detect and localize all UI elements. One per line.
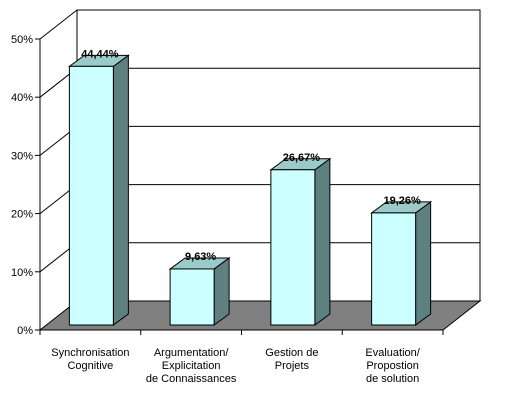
gridline-side [39, 9, 78, 40]
x-tick-label: Argumentation/ [154, 347, 230, 359]
bar [370, 200, 433, 326]
bar-front [371, 212, 417, 326]
bar-front [270, 169, 316, 326]
bar-side [314, 157, 331, 326]
bar [67, 54, 130, 326]
data-label: 9,63% [185, 251, 216, 263]
x-tick-label: Projets [275, 360, 310, 372]
x-tick-label: Gestion de [265, 347, 318, 359]
bar-front [68, 65, 114, 326]
x-tick-label: Synchronisation [51, 347, 129, 359]
x-tick-label: de solution [366, 373, 419, 385]
bar-side [213, 256, 230, 326]
bar [168, 256, 231, 326]
y-tick-label: 10% [11, 267, 33, 279]
y-tick-label: 50% [11, 34, 33, 46]
data-label: 44,44% [81, 48, 119, 60]
bar-side [112, 54, 129, 326]
x-tick-label: Propostion [366, 360, 419, 372]
x-tick-label: Explicitation [162, 360, 221, 372]
bar [269, 157, 332, 326]
data-label: 26,67% [283, 152, 321, 164]
bars [67, 54, 433, 326]
data-label: 19,26% [383, 195, 421, 207]
x-tick-label: Evaluation/ [365, 347, 420, 359]
y-tick-label: 40% [11, 92, 33, 104]
x-tick-label: de Connaissances [146, 373, 237, 385]
data-labels: 44,44% 9,63% 26,67% 19,26% [81, 48, 421, 263]
y-tick-label: 0% [17, 325, 33, 337]
y-tick-label: 30% [11, 150, 33, 162]
bar-front [169, 268, 215, 326]
bar-side [415, 200, 432, 326]
y-tick-label: 20% [11, 209, 33, 221]
x-tick-label: Cognitive [67, 360, 113, 372]
y-axis: 0% 10% 20% 30% 40% 50% [11, 34, 40, 337]
